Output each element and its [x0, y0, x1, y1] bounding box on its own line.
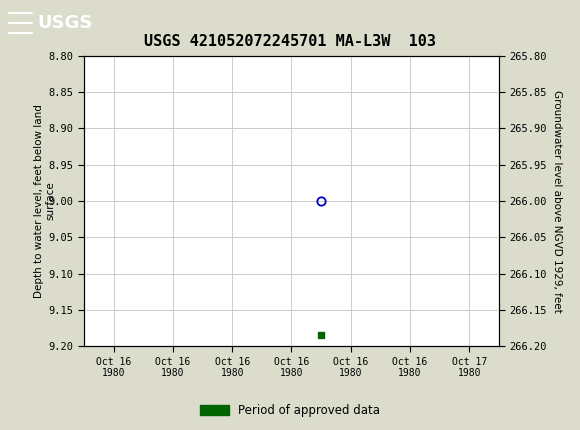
Y-axis label: Groundwater level above NGVD 1929, feet: Groundwater level above NGVD 1929, feet — [552, 89, 562, 313]
Legend: Period of approved data: Period of approved data — [195, 399, 385, 422]
Text: USGS 421052072245701 MA-L3W  103: USGS 421052072245701 MA-L3W 103 — [144, 34, 436, 49]
Y-axis label: Depth to water level, feet below land
surface: Depth to water level, feet below land su… — [34, 104, 55, 298]
Text: USGS: USGS — [38, 14, 93, 31]
